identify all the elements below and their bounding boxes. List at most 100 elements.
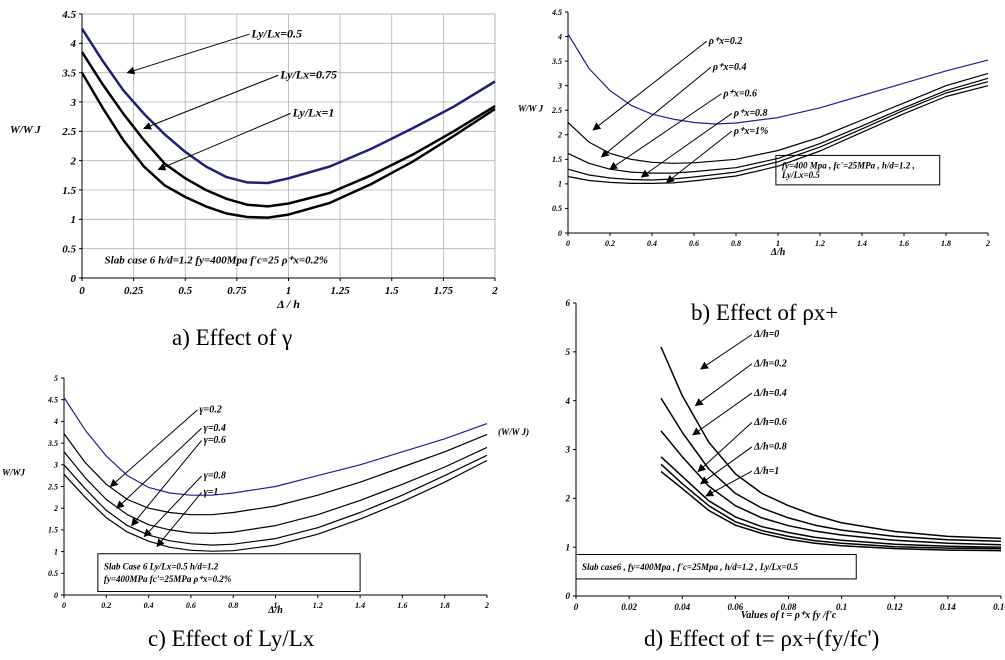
- series-leader-arrow: [143, 74, 279, 130]
- y-tick-label: 2.5: [61, 126, 76, 138]
- y-tick-label: 0: [54, 591, 58, 600]
- info-box: [97, 553, 361, 593]
- series-label: γ=0.4: [204, 423, 226, 434]
- x-tick-label: 0.8: [731, 239, 741, 248]
- y-axis-label: W/W J: [518, 103, 544, 113]
- series-label: Δ/h=1: [753, 466, 779, 477]
- y-tick-label: 4: [557, 32, 562, 41]
- series-line: [660, 397, 1002, 543]
- series-leader-arrow: [705, 470, 753, 497]
- y-tick-label: 4: [53, 417, 58, 426]
- x-tick-label: 1.8: [440, 601, 450, 610]
- y-axis-label: W/WJ: [2, 468, 26, 478]
- x-tick-label: 0.2: [605, 239, 615, 248]
- y-tick-label: 2: [70, 156, 77, 168]
- chart-d: 0 1 2 3 4 5 6 0 0.02 0.04 0.06 0.08 0.1 0.12 0.14 0.16 V…: [496, 295, 1005, 630]
- y-tick-label: 4: [70, 38, 77, 50]
- y-tick-label: 0: [566, 591, 571, 601]
- y-tick-label: 3: [70, 97, 77, 109]
- series-leader-arrow: [700, 334, 753, 370]
- y-tick-label: 5: [54, 374, 58, 383]
- series-label: γ=0.2: [199, 405, 221, 416]
- caption-a: a) Effect of γ: [172, 325, 293, 350]
- series-leader-arrow: [600, 66, 712, 158]
- x-tick-label: 0.04: [674, 602, 690, 612]
- x-tick-label: 0.2: [101, 601, 111, 610]
- x-tick-label: 0: [566, 239, 570, 248]
- y-tick-label: 1: [566, 542, 571, 552]
- series-leader-arrow: [665, 130, 733, 184]
- x-tick-label: 0.25: [124, 285, 144, 297]
- series-line: [63, 454, 488, 546]
- y-tick-label: 4.5: [551, 8, 562, 17]
- chart-b: 0 0.5 1 1.5 2 2.5 3 3.5 4 4.5 0 0.2 0.4 0.6 0.8 1 1.2 1.4…: [518, 0, 1005, 285]
- series-line: [660, 463, 1002, 550]
- x-tick-label: 1.2: [313, 601, 323, 610]
- x-tick-label: 0.08: [781, 602, 797, 612]
- chart-d-svg: 0 1 2 3 4 5 6 0 0.02 0.04 0.06 0.08 0.1 0.12 0.14 0.16 V…: [498, 298, 1005, 621]
- chart-c: 0 0.5 1 1.5 2 2.5 3 3.5 4 4.5 5 0 0.2 0.4 0.6 0.8 1 1.2 1.…: [0, 368, 500, 630]
- y-tick-label: 1.5: [48, 526, 58, 535]
- series-label: γ=1: [204, 487, 219, 498]
- series-label: ρ⁺x=0.4: [712, 62, 747, 73]
- series-label: ρ⁺x=0.6: [722, 88, 757, 99]
- x-tick-label: 0.6: [186, 601, 196, 610]
- y-tick-label: 2.5: [47, 482, 58, 491]
- x-tick-label: 1: [274, 601, 278, 610]
- y-tick-label: 1.5: [552, 155, 562, 164]
- info-box-text: Slab Case 6 Ly/Lx=0.5 h/d=1.2: [104, 562, 219, 572]
- x-tick-label: 0.12: [887, 602, 903, 612]
- series-label: ρ⁺x=0.8: [733, 108, 768, 119]
- y-tick-label: 3.5: [61, 68, 76, 80]
- series-line: [80, 28, 496, 185]
- x-axis-label: Δ/h: [770, 247, 786, 258]
- y-tick-label: 6: [566, 298, 571, 308]
- x-tick-label: 0: [62, 601, 66, 610]
- series-line: [63, 459, 488, 552]
- y-tick-label: 3.5: [551, 57, 562, 66]
- info-box-text: Ly/Lx=0.5: [781, 170, 821, 180]
- series-line: [63, 446, 488, 534]
- series-line: [80, 51, 496, 208]
- series-leader-arrow: [109, 409, 198, 488]
- caption-b: b) Effect of ρx+: [691, 300, 839, 325]
- caption-c: c) Effect of Ly/Lx: [148, 626, 315, 651]
- series-leader-arrow: [157, 112, 291, 171]
- info-box: [775, 154, 941, 186]
- y-tick-label: 0: [558, 229, 562, 238]
- x-tick-label: 2: [484, 601, 489, 610]
- series-label: γ=0.6: [204, 435, 226, 446]
- y-tick-label: 2.5: [551, 106, 562, 115]
- series-line: [80, 72, 496, 219]
- info-box-text: Slab case6 , fy=400Mpa , f'c=25Mpa , h/d…: [582, 562, 798, 572]
- x-tick-label: 2: [985, 239, 990, 248]
- y-tick-label: 0: [71, 273, 77, 285]
- series-line: [660, 456, 1002, 548]
- y-tick-label: 0.5: [552, 204, 562, 213]
- x-tick-label: 1.75: [434, 285, 454, 297]
- series-label: γ=0.8: [204, 471, 226, 482]
- x-tick-label: 0.1: [836, 602, 847, 612]
- x-axis-label: Δ/h: [267, 605, 283, 616]
- x-tick-label: 1.6: [899, 239, 909, 248]
- x-axis-label: Δ / h: [276, 297, 300, 311]
- x-tick-label: 1.8: [941, 239, 951, 248]
- y-tick-label: 2: [53, 504, 58, 513]
- x-tick-label: 0.4: [647, 239, 657, 248]
- y-tick-label: 3: [557, 81, 562, 90]
- info-box-text: fy=400 Mpa , fc'=25MPa , h/d=1.2 ,: [782, 160, 915, 170]
- series-line: [567, 81, 989, 181]
- y-axis-label: W/W J: [10, 124, 41, 136]
- y-tick-label: 2: [565, 493, 571, 503]
- y-tick-label: 1.5: [62, 185, 76, 197]
- x-tick-label: 1.25: [331, 285, 351, 297]
- x-tick-label: 1.4: [857, 239, 867, 248]
- chart-c-svg: 0 0.5 1 1.5 2 2.5 3 3.5 4 4.5 5 0 0.2 0.4 0.6 0.8 1 1.2 1.…: [2, 374, 489, 616]
- series-line: [567, 33, 989, 125]
- series-leader-arrow: [116, 427, 202, 509]
- y-tick-label: 4: [565, 396, 571, 406]
- y-tick-label: 1: [558, 180, 562, 189]
- series-leader-arrow: [692, 392, 753, 436]
- series-leader-arrow: [640, 113, 733, 178]
- chart-b-svg: 0 0.5 1 1.5 2 2.5 3 3.5 4 4.5 0 0.2 0.4 0.6 0.8 1 1.2 1.4…: [518, 8, 990, 258]
